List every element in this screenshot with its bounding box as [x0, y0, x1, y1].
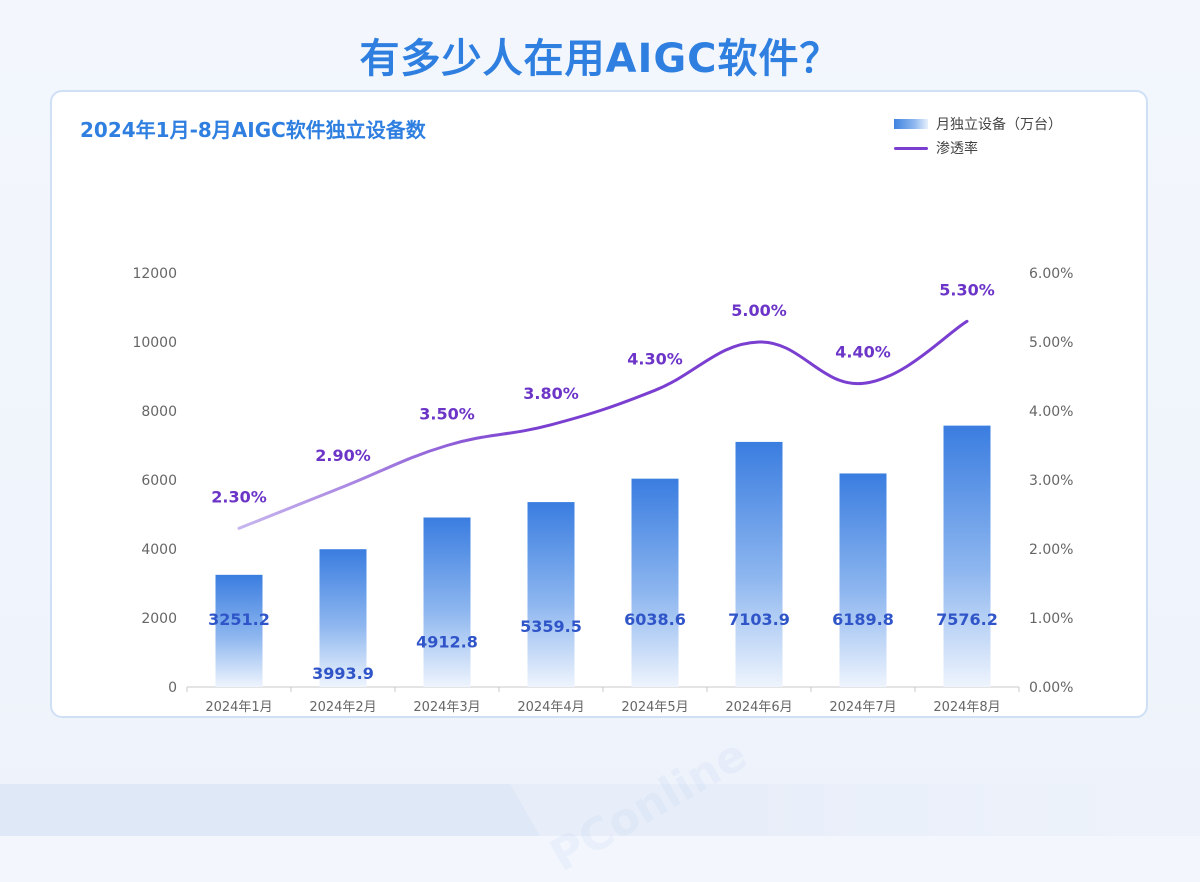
line-value-label: 4.40%: [835, 342, 891, 361]
x-tick-label: 2024年7月: [829, 700, 896, 715]
chart-legend: 月独立设备（万台） 渗透率: [894, 112, 1062, 160]
legend-item-line: 渗透率: [894, 136, 1062, 160]
bar: [631, 478, 679, 687]
series-line-penetration: [237, 319, 969, 530]
line-value-label: 4.30%: [627, 349, 683, 368]
line-value-label: 3.50%: [419, 405, 475, 424]
bar-value-label: 4912.8: [416, 633, 478, 652]
x-tick-label: 2024年5月: [621, 700, 688, 715]
legend-label-bars: 月独立设备（万台）: [936, 117, 1062, 133]
chart-card: 2024年1月-8月AIGC软件独立设备数 月独立设备（万台） 渗透率 2024…: [50, 90, 1148, 718]
legend-label-line: 渗透率: [936, 141, 978, 157]
y2-tick-label: 1.00%: [1029, 611, 1073, 627]
line-value-label: 3.80%: [523, 384, 579, 403]
bar-value-label: 3251.2: [208, 610, 270, 629]
y-tick-label: 6000: [141, 473, 177, 489]
bar: [423, 517, 471, 687]
y-tick-label: 4000: [141, 542, 177, 558]
bottom-band: [0, 784, 1200, 836]
legend-swatch-bar: [894, 119, 928, 129]
legend-item-bars: 月独立设备（万台）: [894, 112, 1062, 136]
x-tick-label: 2024年2月: [309, 700, 376, 715]
bar: [839, 473, 887, 687]
chart-svg: 2024年1月 2024年2月 2024年3月 2024年4月 2024年5月 2024年…: [132, 266, 1073, 715]
bar: [527, 502, 575, 687]
y2-tick-label: 3.00%: [1029, 473, 1073, 489]
y2-tick-label: 4.00%: [1029, 404, 1073, 420]
bar-value-label: 3993.9: [312, 664, 374, 683]
y-tick-label: 12000: [132, 266, 177, 282]
x-tick-label: 2024年8月: [933, 700, 1000, 715]
line-value-label: 2.30%: [211, 487, 267, 506]
line-value-label: 5.00%: [731, 301, 787, 320]
bar: [735, 441, 783, 687]
bar-value-label: 5359.5: [520, 617, 582, 636]
bar-value-label: 6189.8: [832, 610, 894, 629]
y-tick-label: 10000: [132, 335, 177, 351]
bar: [943, 425, 991, 687]
y-tick-label: 0: [168, 680, 177, 696]
y2-tick-label: 2.00%: [1029, 542, 1073, 558]
bar-value-label: 7576.2: [936, 610, 998, 629]
page-title: 有多少人在用AIGC软件？: [359, 36, 841, 82]
bar-value-label: 7103.9: [728, 610, 790, 629]
x-tick-label: 2024年1月: [205, 700, 272, 715]
bar: [215, 574, 263, 687]
y-tick-label: 8000: [141, 404, 177, 420]
x-tick-label: 2024年6月: [725, 700, 792, 715]
x-tick-label: 2024年3月: [413, 700, 480, 715]
y2-tick-label: 6.00%: [1029, 266, 1073, 282]
y2-tick-label: 5.00%: [1029, 335, 1073, 351]
chart-title: 2024年1月-8月AIGC软件独立设备数: [80, 118, 426, 142]
bar-value-label: 6038.6: [624, 610, 686, 629]
line-value-label: 5.30%: [939, 280, 995, 299]
legend-swatch-line: [894, 146, 928, 150]
y2-tick-label: 0.00%: [1029, 680, 1073, 696]
x-tick-label: 2024年4月: [517, 700, 584, 715]
line-value-label: 2.90%: [315, 446, 371, 465]
bar: [319, 549, 367, 687]
y-tick-label: 2000: [141, 611, 177, 627]
